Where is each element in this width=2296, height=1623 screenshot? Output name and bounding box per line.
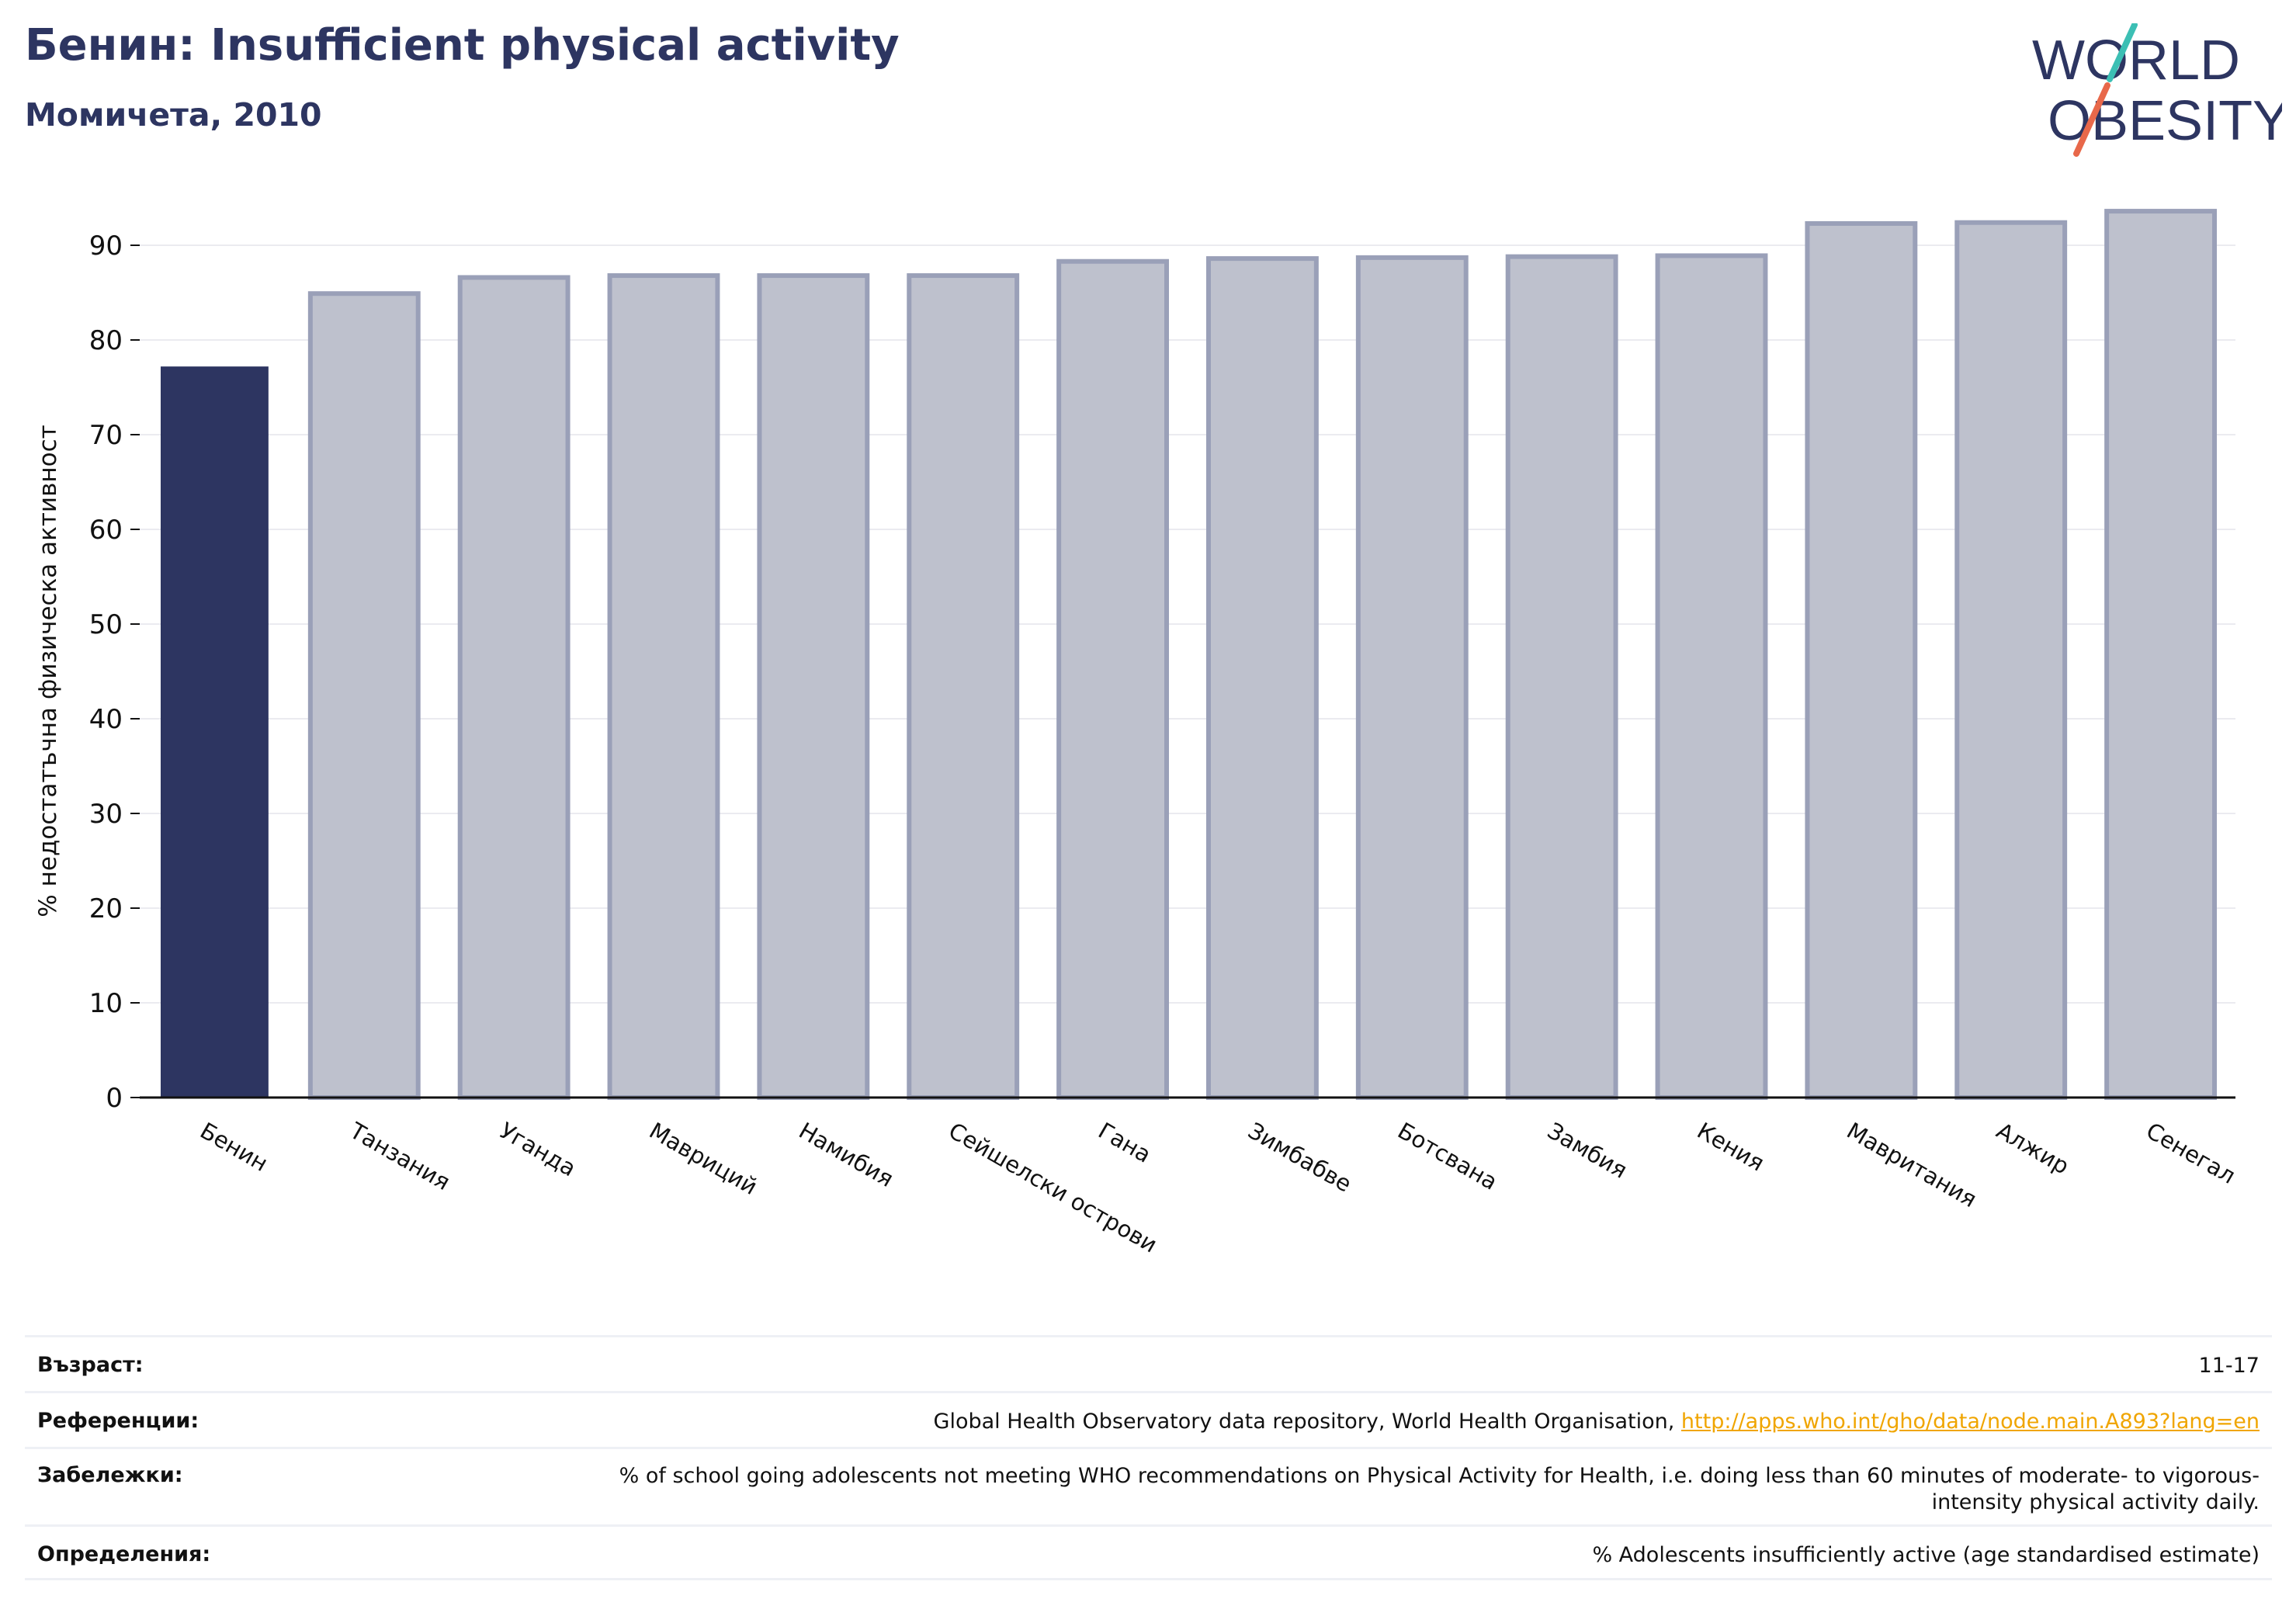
footer-row-definitions: Определения: % Adolescents insufficientl… (25, 1524, 2272, 1580)
y-tick-label: 20 (89, 893, 123, 924)
x-tick-label: Кения (1693, 1117, 1769, 1176)
x-tick-label: Танзания (345, 1117, 455, 1195)
x-tick-label: Зимбабве (1243, 1117, 1356, 1197)
bar-4 (607, 273, 720, 1100)
bar-8 (1206, 256, 1319, 1101)
y-tick-label: 70 (89, 420, 123, 451)
footer-row-references: Референции: Global Health Observatory da… (25, 1391, 2272, 1447)
world-obesity-logo: WORLD OBESITY (2032, 23, 2282, 157)
y-tick-label: 40 (89, 704, 123, 735)
age-value: 11-17 (2198, 1354, 2260, 1378)
y-axis-label: % недостатъчна физическа активност (34, 425, 62, 917)
footer-row-age: Възраст: 11-17 (25, 1335, 2272, 1391)
x-tick-labels: Бенин Танзания Уганда Мавриций Намибия Сейшел… (196, 1117, 2240, 1258)
y-tick-label: 0 (106, 1083, 123, 1114)
y-tick-label: 60 (89, 515, 123, 546)
logo-slash-coral (2073, 82, 2110, 157)
chart-subtitle: Момичета, 2010 (25, 96, 322, 134)
x-tick-label: Сенегал (2142, 1117, 2239, 1189)
x-tick-label: Ботсвана (1393, 1117, 1502, 1195)
references-text: Global Health Observatory data repositor… (933, 1410, 1681, 1434)
bar-11 (1655, 253, 1768, 1100)
references-label: Референции: (37, 1409, 199, 1433)
bar-chart: 0 10 20 30 40 50 60 70 80 90 Бенин Танзания Уганда М… (34, 209, 2240, 1258)
x-tick-label: Мавриций (645, 1117, 762, 1200)
y-tick-label: 30 (89, 799, 123, 830)
bars (161, 209, 2217, 1101)
bar-5 (757, 273, 870, 1100)
x-tick-label: Мавритания (1843, 1117, 1982, 1212)
logo-word-world: WORLD (2032, 29, 2240, 92)
y-tick-label: 50 (89, 609, 123, 640)
y-tick-label: 90 (89, 231, 123, 262)
bar-7 (1056, 258, 1169, 1100)
notes-label: Забележки: (37, 1463, 183, 1487)
y-tick-label: 80 (89, 325, 123, 356)
bar-10 (1505, 254, 1618, 1100)
bar-1 (161, 366, 269, 1098)
x-tick-label: Алжир (1992, 1117, 2073, 1179)
footer-table: Възраст: 11-17 Референции: Global Health… (25, 1335, 2272, 1580)
footer-row-notes: Забележки: % of school going adolescents… (25, 1447, 2272, 1524)
logo-slash-teal (2107, 23, 2138, 82)
bar-9 (1355, 255, 1469, 1100)
x-tick-label: Гана (1094, 1117, 1156, 1168)
bar-2 (307, 291, 421, 1101)
definitions-value: % Adolescents insufficiently active (age… (1592, 1543, 2260, 1567)
notes-value: % of school going adolescents not meetin… (619, 1464, 2260, 1514)
bar-3 (457, 275, 571, 1101)
bar-6 (907, 273, 1020, 1100)
x-tick-label: Бенин (196, 1117, 272, 1177)
definitions-label: Определения: (37, 1542, 211, 1566)
x-tick-label: Замбия (1543, 1117, 1632, 1184)
gridlines (140, 244, 2235, 1004)
references-link[interactable]: http://apps.who.int/gho/data/node.main.A… (1680, 1410, 2260, 1434)
age-label: Възраст: (37, 1353, 144, 1377)
x-tick-label: Намибия (795, 1117, 898, 1192)
x-tick-label: Уганда (495, 1117, 581, 1181)
y-tick-label: 10 (89, 988, 123, 1019)
references-value: Global Health Observatory data repositor… (934, 1409, 2260, 1435)
logo-word-obesity: OBESITY (2048, 90, 2282, 152)
bar-14 (2104, 209, 2217, 1101)
chart-title: Бенин: Insufficient physical activity (25, 20, 900, 71)
y-tick-labels: 0 10 20 30 40 50 60 70 80 90 (89, 231, 140, 1114)
bar-13 (1954, 220, 2068, 1101)
bar-12 (1805, 220, 1918, 1101)
